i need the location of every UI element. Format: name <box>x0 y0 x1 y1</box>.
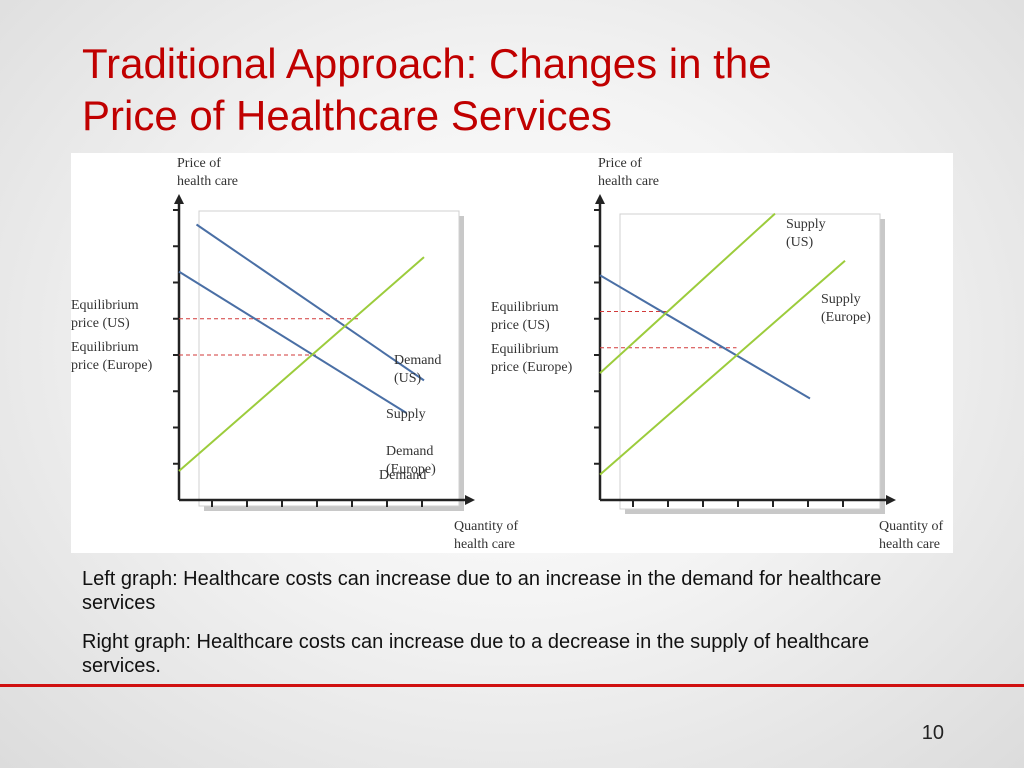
x-axis-label: Quantity of <box>879 519 943 534</box>
equilibrium-label: Equilibrium <box>491 342 559 357</box>
equilibrium-label: Equilibrium <box>491 300 559 315</box>
slide-title: Traditional Approach: Changes in the Pri… <box>82 38 942 142</box>
equilibrium-label: Equilibrium <box>71 298 139 313</box>
series-label: Supply <box>786 217 826 232</box>
x-axis-label: health care <box>879 537 940 552</box>
x-axis-label: Quantity of <box>454 519 518 534</box>
y-axis-arrow <box>174 194 184 204</box>
x-axis-arrow <box>465 495 475 505</box>
equilibrium-label: price (US) <box>491 318 550 333</box>
demand-curve <box>599 274 811 400</box>
series-label: (Europe) <box>386 462 436 477</box>
series-label: (US) <box>786 235 814 250</box>
series-label: (US) <box>394 371 422 386</box>
equilibrium-label: price (US) <box>71 316 130 331</box>
series-label: Supply <box>386 407 426 422</box>
demand-curve <box>178 270 408 414</box>
y-axis-label: Price of <box>598 156 642 171</box>
y-axis-arrow <box>595 194 605 204</box>
title-line-1: Traditional Approach: Changes in the <box>82 40 772 87</box>
series-label: Demand <box>386 444 433 459</box>
demand-curve <box>195 223 425 382</box>
x-axis-arrow <box>886 495 896 505</box>
y-axis-label: health care <box>598 174 659 189</box>
caption-left-graph: Left graph: Healthcare costs can increas… <box>82 568 882 614</box>
x-axis-label: health care <box>454 537 515 552</box>
title-line-2: Price of Healthcare Services <box>82 92 612 139</box>
footer-rule <box>0 684 1024 687</box>
plot-area <box>619 213 881 510</box>
y-axis-label: health care <box>177 174 238 189</box>
supply-curve <box>599 259 846 476</box>
supply-curve <box>178 256 425 472</box>
page-number: 10 <box>921 722 944 744</box>
equilibrium-label: Equilibrium <box>71 340 139 355</box>
equilibrium-label: price (Europe) <box>491 360 573 375</box>
series-label: Demand <box>379 468 426 483</box>
plot-area <box>198 210 460 507</box>
supply-demand-figure: Demand (US) Demand (Europe) Supply Price of he… <box>71 153 953 553</box>
series-label: (Europe) <box>821 310 871 325</box>
y-axis-label: Price of <box>177 156 221 171</box>
equilibrium-label: price (Europe) <box>71 358 153 373</box>
supply-curve <box>599 212 776 374</box>
caption-right-graph: Right graph: Healthcare costs can increa… <box>82 631 870 677</box>
series-label: Supply <box>821 292 861 307</box>
series-label: Demand <box>394 353 441 368</box>
